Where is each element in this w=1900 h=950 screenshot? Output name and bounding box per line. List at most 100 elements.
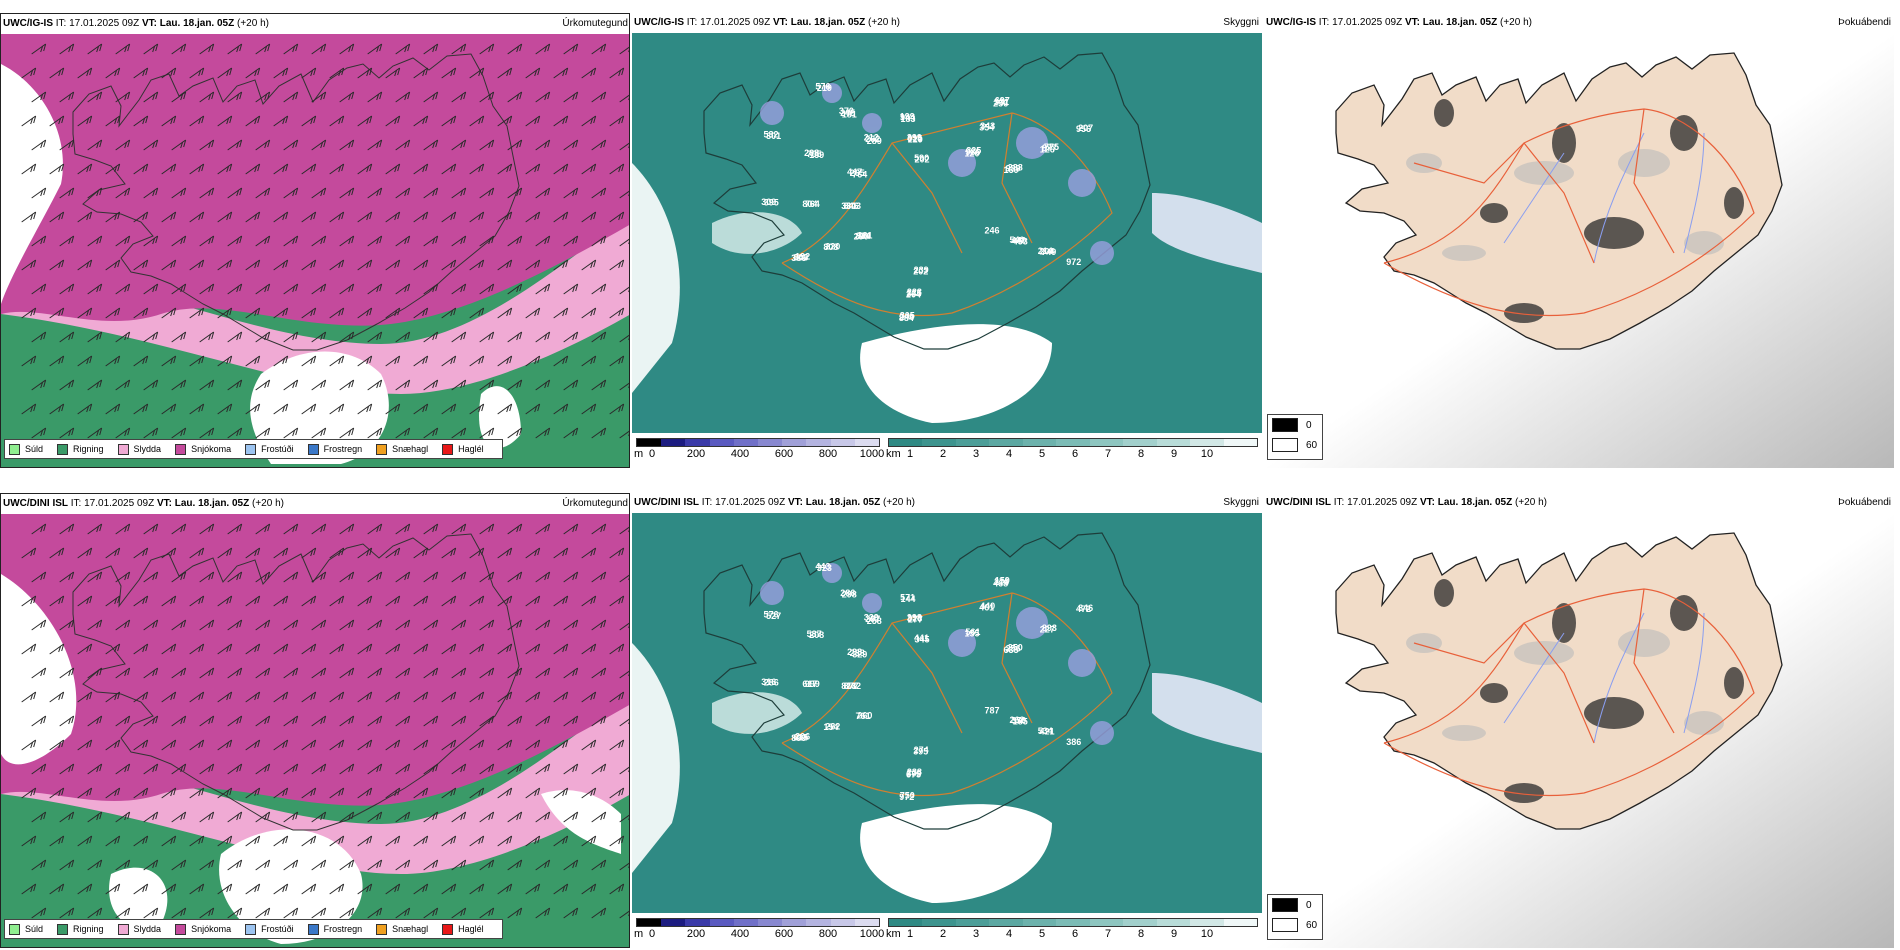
visibility-value: 386 <box>791 253 806 263</box>
visibility-value: 331 <box>994 97 1009 107</box>
visibility-value: 323 <box>817 563 832 573</box>
no-precip-area <box>1 64 63 304</box>
visibility-map: 329 258 277 468 635 262 238 206 242 208 298 144 155 2… <box>632 493 1262 948</box>
legend-label: Haglél <box>458 444 484 454</box>
legend-item: Súld <box>9 443 43 455</box>
scale-tick: 800 <box>818 928 838 940</box>
road-network <box>781 112 1113 317</box>
visibility-value: 381 <box>857 231 872 241</box>
highland-snow <box>760 563 1114 745</box>
scale-tick: 600 <box>774 928 794 940</box>
legend-label: 0 <box>1306 899 1312 911</box>
visibility-value: 305 <box>900 310 915 320</box>
fog-index-map: UWC/IG-IS IT: 17.01.2025 09Z VT: Lau. 18… <box>1264 13 1894 468</box>
visibility-value: 262 <box>865 134 880 144</box>
visibility-value: 345 <box>915 634 930 644</box>
visibility-value: 238 <box>907 767 922 777</box>
fog-header: UWC/DINI ISL IT: 17.01.2025 09Z VT: Lau.… <box>1264 493 1894 513</box>
legend-item: 60 <box>1268 915 1322 935</box>
visibility-value: 202 <box>915 154 930 164</box>
lead-time: (+20 h) <box>252 498 284 509</box>
visibility-value: 764 <box>852 169 867 179</box>
legend-swatch <box>1272 418 1298 432</box>
visibility-value: 208 <box>804 148 819 158</box>
scale-unit: km <box>886 928 901 940</box>
clear-area <box>632 163 680 393</box>
visibility-value: 288 <box>1008 162 1023 172</box>
model-name: UWC/DINI ISL <box>1266 497 1331 508</box>
scale-unit: m <box>634 928 644 940</box>
legend-item: 0 <box>1268 415 1322 435</box>
visibility-value: 289 <box>867 136 882 146</box>
lead-time: (+20 h) <box>868 17 900 28</box>
haze-area <box>1152 193 1262 273</box>
visibility-value: 298 <box>907 612 922 622</box>
visibility-value: 764 <box>805 199 820 209</box>
scale-tick: 0 <box>648 928 656 940</box>
legend-label: Súld <box>25 924 44 934</box>
visibility-value: 219 <box>817 83 832 93</box>
clear-area <box>632 643 680 873</box>
legend-label: Slydda <box>133 924 162 934</box>
legend-swatch <box>376 923 388 935</box>
visibility-value: 534 <box>1038 726 1053 736</box>
legend-item: Frostúði <box>245 923 294 935</box>
visibility-scale: km 1 2 3 4 5 6 7 8 9 10 <box>886 918 1258 946</box>
legend-swatch <box>57 923 69 935</box>
road-network <box>1383 108 1755 317</box>
legend-item: Frostúði <box>245 443 294 455</box>
visibility-value: 223 <box>907 287 922 297</box>
init-time: IT: 17.01.2025 09Z <box>1318 17 1403 28</box>
vis-header: UWC/IG-IS IT: 17.01.2025 09Z VT: Lau. 18… <box>632 13 1262 33</box>
visibility-value: 956 <box>1076 124 1091 134</box>
legend-item: Snæhagl <box>376 443 428 455</box>
fog-legend: 0 60 <box>1267 894 1323 940</box>
snow-area <box>1 34 629 326</box>
visibility-value: 192 <box>795 252 810 262</box>
visibility-value: 395 <box>764 197 779 207</box>
no-precip-area <box>1 574 77 765</box>
scale-tick: 0 <box>648 448 656 460</box>
visibility-value: 893 <box>1042 623 1057 633</box>
legend-item: Slydda <box>117 443 161 455</box>
legend-swatch <box>175 443 187 455</box>
visibility-value: 675 <box>906 770 921 780</box>
visibility-value: 537 <box>807 629 822 639</box>
visibility-value: 240 <box>899 312 914 322</box>
legend-swatch <box>175 923 187 935</box>
valid-time: VT: Lau. 18.jan. 05Z <box>141 18 235 29</box>
scale-tick: 400 <box>730 928 750 940</box>
visibility-value: 265 <box>850 168 865 178</box>
visibility-points: 764 289 229 256 160 540 223 192 343 159 181 183 120 1… <box>761 81 1093 323</box>
visibility-value: 293 <box>847 647 862 657</box>
scale-tick: 400 <box>730 448 750 460</box>
visibility-value: 256 <box>1006 644 1021 654</box>
visibility-value: 761 <box>856 711 871 721</box>
legend-swatch <box>9 443 20 455</box>
legend-item: Snjókoma <box>175 443 231 455</box>
model-name: UWC/DINI ISL <box>3 498 68 509</box>
visibility-value: 238 <box>850 648 865 658</box>
legend-item: Súld <box>9 923 44 935</box>
visibility-value: 154 <box>823 722 838 732</box>
visibility-value: 246 <box>985 225 1000 235</box>
fog-header: UWC/IG-IS IT: 17.01.2025 09Z VT: Lau. 18… <box>1264 13 1894 33</box>
valid-time: VT: Lau. 18.jan. 05Z <box>1404 17 1498 28</box>
fog-legend: 0 60 <box>1267 414 1323 460</box>
visibility-value: 447 <box>847 167 862 177</box>
visibility-value: 250 <box>1008 642 1023 652</box>
visibility-value: 386 <box>1066 737 1081 747</box>
visibility-value: 440 <box>980 601 995 611</box>
legend-label: Rigning <box>73 444 104 454</box>
visibility-value: 229 <box>908 135 923 145</box>
visibility-value: 440 <box>1011 236 1026 246</box>
visibility-value: 277 <box>908 615 923 625</box>
visibility-value: 421 <box>1040 727 1055 737</box>
visibility-value: 202 <box>913 266 928 276</box>
scale-tick: 10 <box>1200 448 1214 460</box>
fog-shading <box>1434 99 1744 323</box>
scale-tick: 1 <box>906 928 914 940</box>
legend-item: 0 <box>1268 895 1322 915</box>
legend-item: Haglél <box>442 443 484 455</box>
legend-item: Slydda <box>117 923 162 935</box>
